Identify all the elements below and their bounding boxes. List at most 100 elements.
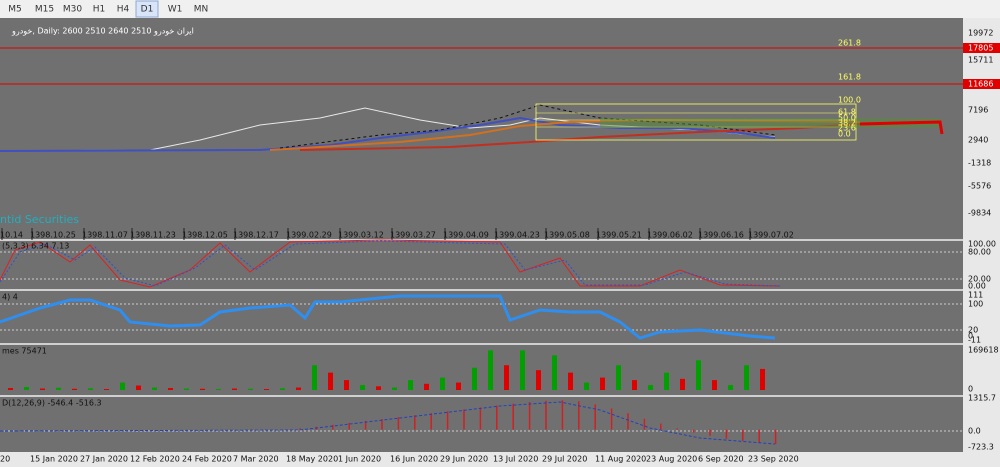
fib-label: 161.8 (838, 73, 861, 82)
chart-area (0, 18, 963, 452)
price-marker (963, 43, 1000, 53)
volume-bar (328, 372, 333, 390)
panel-label: 4) 4 (2, 293, 18, 302)
date-label: 1398.11.23 (130, 231, 176, 240)
timeframe-button[interactable] (164, 1, 186, 17)
date-label: 1399.05.21 (596, 231, 642, 240)
timeframe-button[interactable] (135, 0, 159, 18)
chart-title: خودرو, Daily: 2600 2510 2640 2510 ایران … (11, 27, 194, 36)
price-tick: 11686 (968, 80, 993, 89)
timeframe-button[interactable] (58, 1, 87, 17)
volume-bar (344, 380, 349, 390)
date-label: 1399.05.08 (544, 231, 590, 240)
timeframe-button[interactable] (4, 1, 26, 17)
date-label: 29 Jun 2020 (440, 455, 488, 464)
volume-bar (616, 365, 621, 390)
axis-tick: 100 (968, 300, 983, 309)
axis-tick: 80.00 (968, 248, 991, 257)
price-tick: 17805 (968, 44, 993, 53)
axis-tick: 20 (968, 326, 978, 335)
price-tick: -9834 (968, 209, 991, 218)
volume-bar (712, 380, 717, 390)
timeframe-label[interactable]: M30 (63, 5, 82, 15)
panel-label: mes 75471 (2, 347, 47, 356)
fib-label: 61.8 (838, 108, 856, 117)
price-tick: -1318 (968, 159, 991, 168)
date-label: 1399.04.23 (494, 231, 540, 240)
timeframe-button[interactable] (30, 1, 59, 17)
date-label: 6 Sep 2020 (698, 455, 744, 464)
volume-bar (216, 389, 221, 390)
axis-tick: 1315.7 (968, 394, 996, 403)
volume-bar (584, 382, 589, 390)
volume-bar (632, 380, 637, 390)
volume-bar (760, 368, 765, 390)
volume-bar (312, 365, 317, 390)
date-label: 1399.04.09 (443, 231, 489, 240)
axis-tick: 169618 (968, 346, 999, 355)
volume-bar (232, 388, 237, 390)
axis-tick: -11 (968, 336, 981, 345)
indicator2-drawing (0, 294, 963, 340)
date-label: 18 May 2020 (286, 455, 338, 464)
axis-tick: 0 (968, 385, 973, 394)
volume-bar (184, 388, 189, 390)
date-label: 1398.12.17 (233, 231, 279, 240)
volume-bar (488, 350, 493, 390)
axis-tick: -723.3 (968, 443, 994, 452)
volume-bar (664, 372, 669, 390)
date-label: 29 Jul 2020 (542, 455, 587, 464)
volume-bar (24, 387, 29, 390)
timeframe-label[interactable]: H4 (117, 5, 130, 15)
axis-tick: 20.00 (968, 275, 991, 284)
date-label: 1399.03.12 (338, 231, 384, 240)
volume-bar (648, 385, 653, 390)
volume-bar (280, 388, 285, 390)
date-label: 23 Sep 2020 (748, 455, 799, 464)
volume-bar (152, 387, 157, 390)
timeframe-button[interactable] (190, 1, 212, 17)
time-axis (0, 452, 963, 467)
date-label: 1399.06.16 (698, 231, 744, 240)
volume-bar (56, 387, 61, 390)
axis-tick: 0.0 (968, 427, 981, 436)
axis-tick: 0.00 (968, 282, 986, 291)
timeframe-label[interactable]: D1 (141, 5, 154, 15)
panel-label: D(12,26,9) -546.4 -516.3 (2, 399, 102, 408)
volume-bar (72, 388, 77, 390)
date-label: 7 Mar 2020 (233, 455, 279, 464)
timeframe-label[interactable]: W1 (168, 5, 183, 15)
volume-bar (360, 385, 365, 390)
timeframe-label[interactable]: M15 (35, 5, 54, 15)
date-label: 23 Aug 2020 (646, 455, 697, 464)
fib-label: 23.6 (838, 124, 856, 133)
timeframe-button[interactable] (88, 1, 110, 17)
volume-bar (88, 388, 93, 390)
volume-bar (104, 389, 109, 390)
timeframe-label[interactable]: M5 (8, 5, 22, 15)
volume-bar (408, 380, 413, 390)
panel-separators (0, 239, 963, 397)
volume-bar (504, 365, 509, 390)
timeframe-button[interactable] (112, 1, 134, 17)
volume-bar (536, 370, 541, 390)
price-tick: 15711 (968, 56, 993, 65)
toolbar (0, 0, 1000, 18)
fib-label: 38.2 (838, 119, 856, 128)
price-tick: 2940 (968, 136, 988, 145)
timeframe-label[interactable]: H1 (93, 5, 106, 15)
date-label: 1399.02.29 (286, 231, 332, 240)
date-label: 1398.11.07 (82, 231, 128, 240)
timeframe-label[interactable]: MN (194, 5, 209, 15)
date-label: 10.14 (0, 231, 23, 240)
date-label: 1398.12.05 (182, 231, 228, 240)
volume-bar (472, 367, 477, 390)
volume-bar (728, 385, 733, 390)
volume-bar (696, 360, 701, 390)
date-label: 11 Aug 2020 (595, 455, 646, 464)
volume-bar (296, 387, 301, 390)
volume-bar (264, 389, 269, 390)
date-label: 13 Jul 2020 (493, 455, 538, 464)
volume-bar (680, 378, 685, 390)
